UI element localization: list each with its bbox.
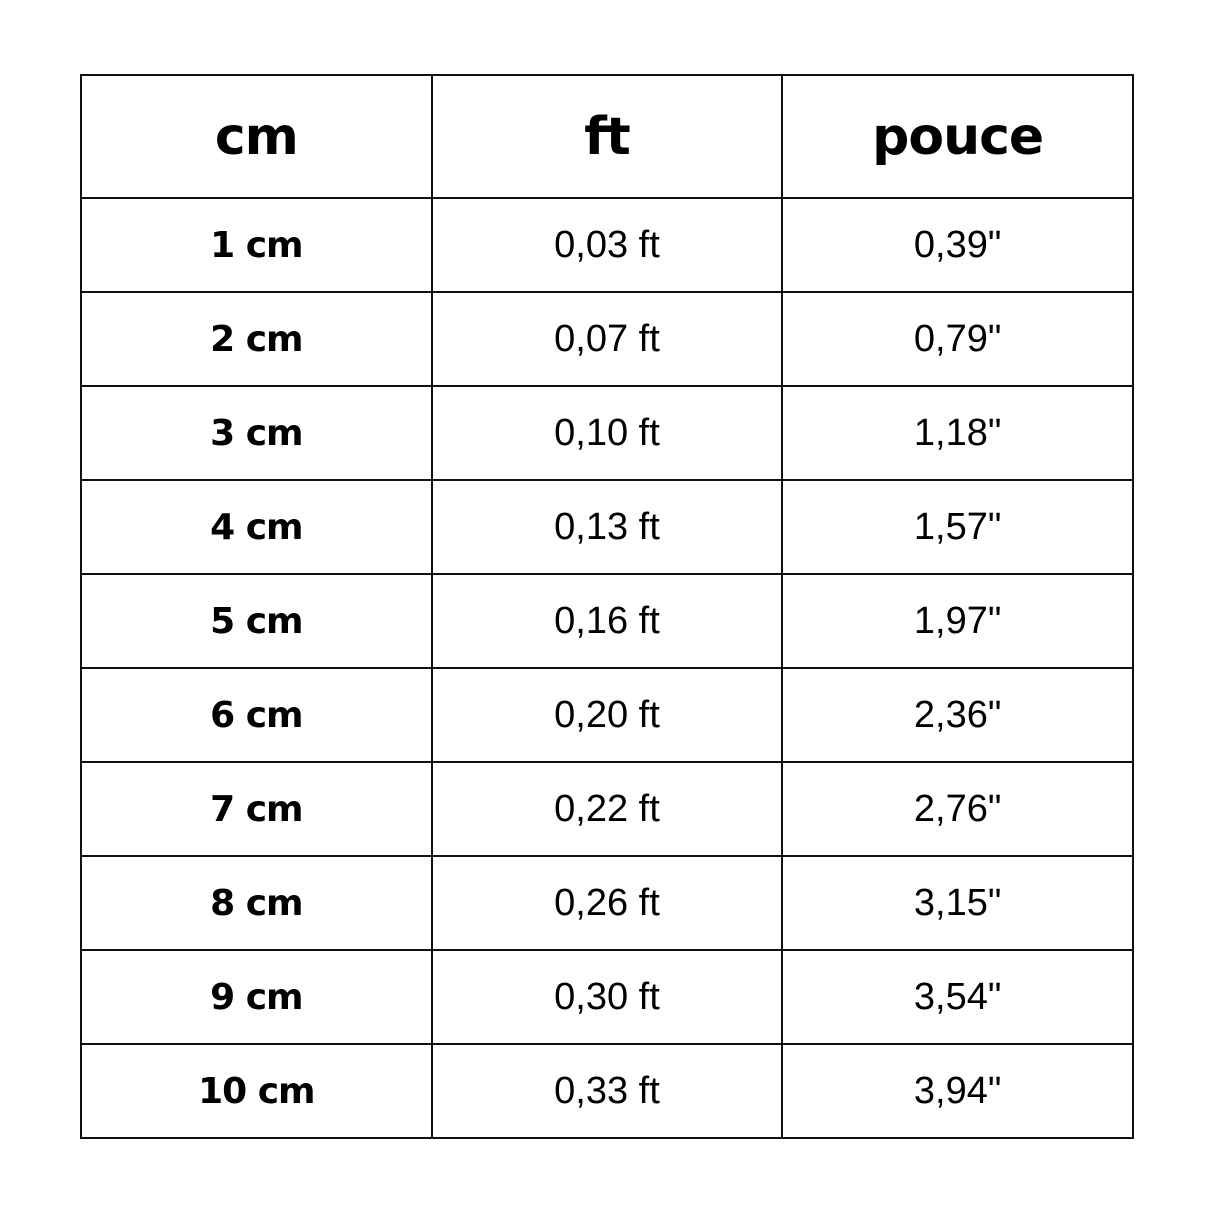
- cell-cm: 10 cm: [80, 1043, 433, 1139]
- table-row: 7 cm 0,22 ft 2,76": [80, 761, 1134, 857]
- cell-cm: 7 cm: [80, 761, 433, 857]
- cell-cm: 6 cm: [80, 667, 433, 763]
- cell-pouce: 2,76": [781, 761, 1134, 857]
- cell-pouce: 3,54": [781, 949, 1134, 1045]
- cell-cm: 2 cm: [80, 291, 433, 387]
- table-row: 2 cm 0,07 ft 0,79": [80, 291, 1134, 387]
- cell-pouce: 1,97": [781, 573, 1134, 669]
- cell-ft: 0,20 ft: [430, 667, 784, 763]
- table-row: 10 cm 0,33 ft 3,94": [80, 1043, 1134, 1139]
- table-row: 5 cm 0,16 ft 1,97": [80, 573, 1134, 669]
- cell-ft: 0,13 ft: [430, 479, 784, 575]
- cell-ft: 0,03 ft: [430, 197, 784, 293]
- cell-cm: 5 cm: [80, 573, 433, 669]
- cell-ft: 0,33 ft: [430, 1043, 784, 1139]
- header-cm: cm: [80, 74, 433, 199]
- cell-pouce: 1,18": [781, 385, 1134, 481]
- cell-ft: 0,30 ft: [430, 949, 784, 1045]
- cell-ft: 0,26 ft: [430, 855, 784, 951]
- conversion-table: cm ft pouce 1 cm 0,03 ft 0,39" 2 cm 0,07 ft 0…: [80, 74, 1134, 1139]
- cell-pouce: 3,15": [781, 855, 1134, 951]
- table-row: 6 cm 0,20 ft 2,36": [80, 667, 1134, 763]
- table-row: 9 cm 0,30 ft 3,54": [80, 949, 1134, 1045]
- cell-pouce: 2,36": [781, 667, 1134, 763]
- table-row: 4 cm 0,13 ft 1,57": [80, 479, 1134, 575]
- header-row: cm ft pouce: [80, 74, 1134, 199]
- cell-ft: 0,07 ft: [430, 291, 784, 387]
- cell-cm: 9 cm: [80, 949, 433, 1045]
- cell-cm: 3 cm: [80, 385, 433, 481]
- cell-pouce: 1,57": [781, 479, 1134, 575]
- cell-cm: 8 cm: [80, 855, 433, 951]
- cell-ft: 0,16 ft: [430, 573, 784, 669]
- cell-ft: 0,22 ft: [430, 761, 784, 857]
- table-row: 3 cm 0,10 ft 1,18": [80, 385, 1134, 481]
- cell-pouce: 0,79": [781, 291, 1134, 387]
- cell-ft: 0,10 ft: [430, 385, 784, 481]
- cell-cm: 4 cm: [80, 479, 433, 575]
- table-row: 8 cm 0,26 ft 3,15": [80, 855, 1134, 951]
- header-ft: ft: [430, 74, 784, 199]
- cell-cm: 1 cm: [80, 197, 433, 293]
- cell-pouce: 0,39": [781, 197, 1134, 293]
- table-row: 1 cm 0,03 ft 0,39": [80, 197, 1134, 293]
- header-pouce: pouce: [781, 74, 1134, 199]
- cell-pouce: 3,94": [781, 1043, 1134, 1139]
